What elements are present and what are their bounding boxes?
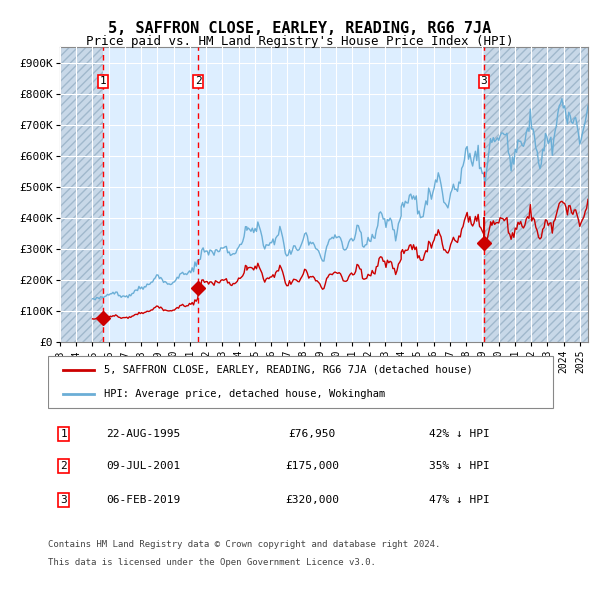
Text: HPI: Average price, detached house, Wokingham: HPI: Average price, detached house, Woki… (104, 389, 385, 399)
Text: 5, SAFFRON CLOSE, EARLEY, READING, RG6 7JA: 5, SAFFRON CLOSE, EARLEY, READING, RG6 7… (109, 21, 491, 35)
Text: £76,950: £76,950 (289, 430, 335, 439)
Text: 3: 3 (61, 495, 67, 505)
Text: 2: 2 (61, 461, 67, 471)
Text: This data is licensed under the Open Government Licence v3.0.: This data is licensed under the Open Gov… (48, 558, 376, 566)
Text: 47% ↓ HPI: 47% ↓ HPI (430, 495, 490, 505)
Text: 42% ↓ HPI: 42% ↓ HPI (430, 430, 490, 439)
Text: 5, SAFFRON CLOSE, EARLEY, READING, RG6 7JA (detached house): 5, SAFFRON CLOSE, EARLEY, READING, RG6 7… (104, 365, 473, 375)
Bar (60, 47, 103, 342)
Text: 09-JUL-2001: 09-JUL-2001 (106, 461, 180, 471)
Text: 1: 1 (100, 76, 106, 86)
Text: 22-AUG-1995: 22-AUG-1995 (106, 430, 180, 439)
Text: 06-FEB-2019: 06-FEB-2019 (106, 495, 180, 505)
Bar (484, 47, 588, 342)
Text: 1: 1 (61, 430, 67, 439)
Text: 2: 2 (195, 76, 202, 86)
Text: 35% ↓ HPI: 35% ↓ HPI (430, 461, 490, 471)
FancyBboxPatch shape (48, 356, 553, 408)
Text: Contains HM Land Registry data © Crown copyright and database right 2024.: Contains HM Land Registry data © Crown c… (48, 540, 440, 549)
Text: £320,000: £320,000 (285, 495, 339, 505)
Text: 3: 3 (481, 76, 487, 86)
Text: £175,000: £175,000 (285, 461, 339, 471)
Text: Price paid vs. HM Land Registry's House Price Index (HPI): Price paid vs. HM Land Registry's House … (86, 35, 514, 48)
